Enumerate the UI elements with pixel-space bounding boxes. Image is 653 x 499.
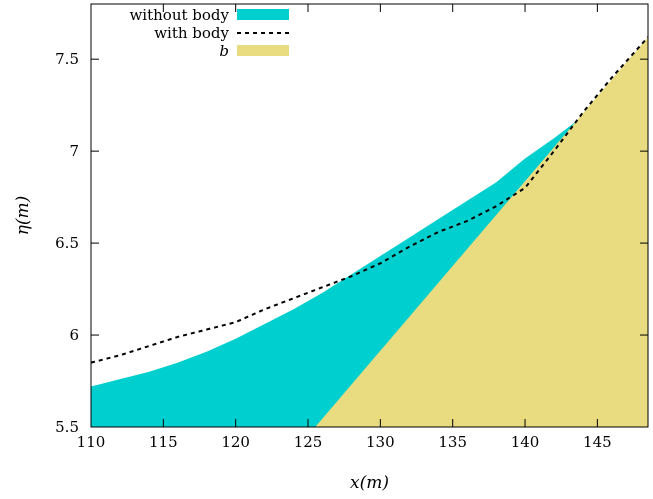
- legend-swatch-without-body: [237, 9, 289, 20]
- ticks: [90, 4, 648, 428]
- y-tick-label-7: 7: [69, 142, 79, 160]
- y-tick-label-6.5: 6.5: [55, 234, 79, 252]
- x-tick-label-130: 130: [366, 433, 395, 451]
- x-tick-label-140: 140: [511, 433, 540, 451]
- series-area-b: [315, 37, 648, 428]
- tick-labels: 110 115 120 125 130 135 140 145 5.5 6 6.5 7 7.5: [55, 50, 612, 451]
- legend-swatch-b: [237, 45, 289, 56]
- plot-fills: [91, 37, 648, 428]
- x-tick-label-110: 110: [77, 433, 106, 451]
- x-tick-label-135: 135: [438, 433, 467, 451]
- series-line-with-body: [90, 36, 649, 364]
- x-tick-label-125: 125: [294, 433, 323, 451]
- y-tick-label-7.5: 7.5: [55, 50, 79, 68]
- y-axis-label: η(m): [13, 196, 33, 236]
- x-axis-label: x(m): [350, 473, 389, 493]
- x-tick-label-120: 120: [221, 433, 250, 451]
- y-tick-label-5.5: 5.5: [55, 418, 79, 436]
- legend-label-without-body: without body: [129, 6, 229, 24]
- legend-label-b: b: [219, 42, 229, 60]
- x-tick-label-115: 115: [149, 433, 178, 451]
- x-tick-label-145: 145: [583, 433, 612, 451]
- legend-label-with-body: with body: [154, 24, 229, 42]
- plot-frame: [90, 3, 649, 428]
- y-tick-label-6: 6: [69, 326, 79, 344]
- plot-lines: [90, 36, 649, 364]
